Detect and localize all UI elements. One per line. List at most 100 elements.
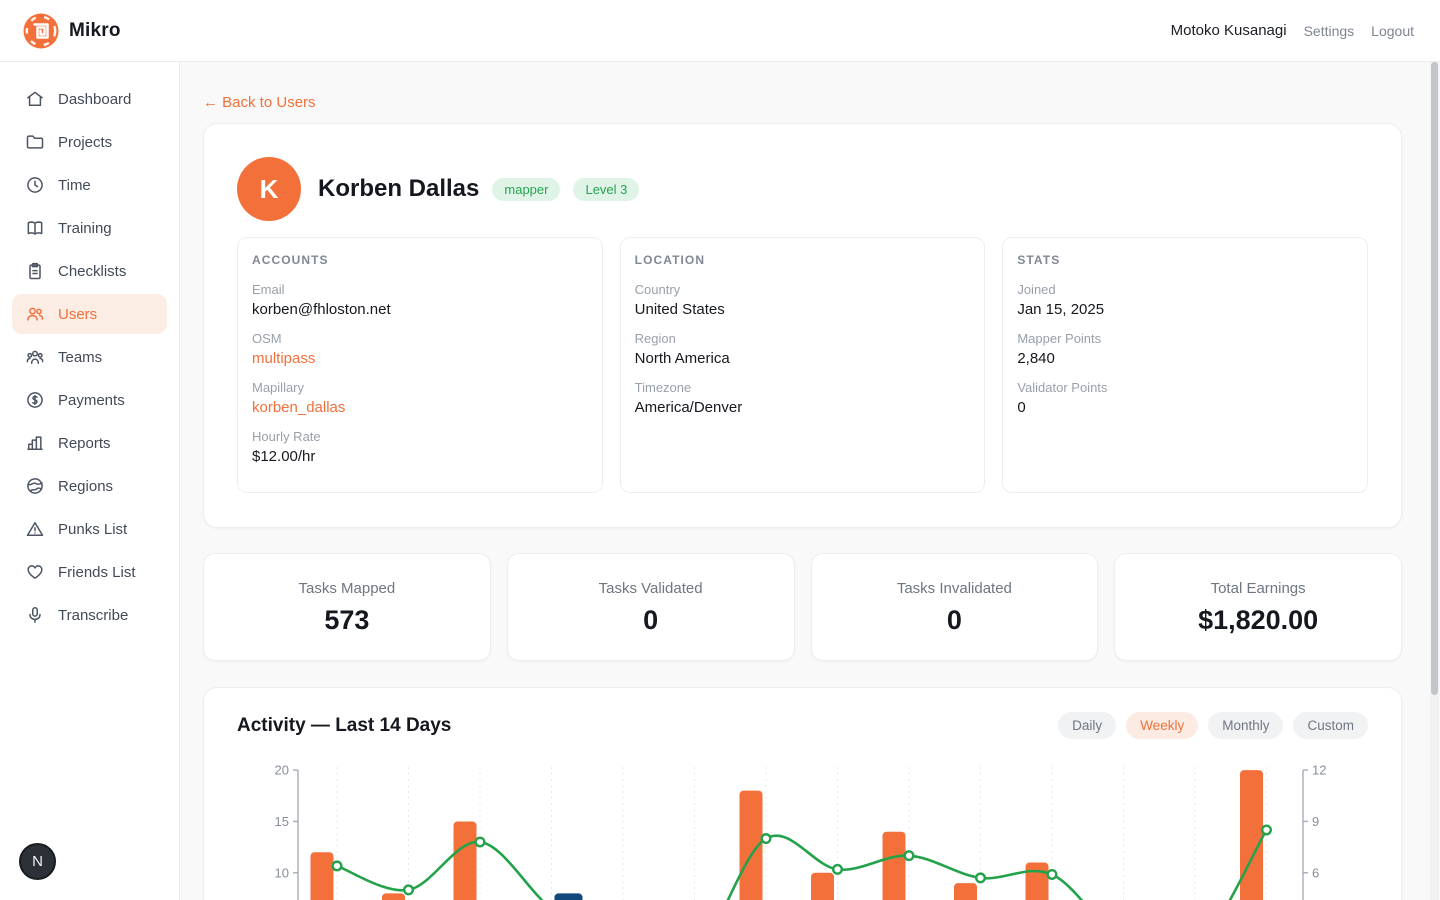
user-profile-card: K Korben Dallas mapper Level 3 ACCOUNTS … xyxy=(203,123,1402,528)
field-label: Mapillary xyxy=(252,380,305,395)
joined-value: Jan 15, 2025 xyxy=(1017,301,1105,318)
page-title: Korben Dallas xyxy=(318,175,480,202)
field-label: Mapper Points xyxy=(1017,331,1102,346)
hourly-rate-value: $12.00/hr xyxy=(252,448,316,465)
field-label: Hourly Rate xyxy=(252,429,321,444)
tab-custom[interactable]: Custom xyxy=(1293,712,1368,739)
svg-text:20: 20 xyxy=(275,763,289,778)
floating-n-button[interactable]: N xyxy=(19,843,56,880)
sidebar-item-payments[interactable]: Payments xyxy=(12,380,167,420)
logout-link[interactable]: Logout xyxy=(1371,22,1414,39)
users-icon xyxy=(25,304,45,324)
email-value: korben@fhloston.net xyxy=(252,301,391,318)
timezone-value: America/Denver xyxy=(634,399,743,416)
section-title: ACCOUNTS xyxy=(252,253,329,267)
sidebar-item-label: Regions xyxy=(58,477,114,495)
tasks-invalidated-card: Tasks Invalidated 0 xyxy=(810,553,1099,661)
sidebar-item-label: Dashboard xyxy=(58,90,132,108)
sidebar-item-label: Time xyxy=(58,176,91,194)
sidebar-item-label: Checklists xyxy=(58,262,127,280)
sidebar-item-projects[interactable]: Projects xyxy=(12,122,167,162)
stat-label: Total Earnings xyxy=(1210,580,1306,597)
field-label: Region xyxy=(634,331,676,346)
field-label: Joined xyxy=(1017,282,1056,297)
stats-card: STATS Joined Jan 15, 2025 Mapper Points 2,… xyxy=(1002,237,1368,493)
mikro-logo-icon xyxy=(22,12,60,50)
svg-text:15: 15 xyxy=(275,814,289,829)
stat-label: Tasks Mapped xyxy=(298,580,396,597)
stat-value: 573 xyxy=(324,605,370,635)
main-content: ← Back to Users K Korben Dallas mapper L… xyxy=(180,62,1440,900)
tab-monthly[interactable]: Monthly xyxy=(1208,712,1284,739)
chart-canvas: 510152036912 xyxy=(275,763,1326,900)
field-label: Email xyxy=(252,282,285,297)
scrollbar-track[interactable] xyxy=(1430,62,1439,900)
mapillary-link[interactable]: korben_dallas xyxy=(252,399,346,416)
globe-icon xyxy=(25,476,45,496)
sidebar-item-checklists[interactable]: Checklists xyxy=(12,251,167,291)
sidebar-item-label: Training xyxy=(58,219,112,237)
field-label: Timezone xyxy=(634,380,692,395)
scrollbar-thumb[interactable] xyxy=(1431,62,1438,695)
bar-chart-icon xyxy=(25,433,45,453)
sidebar-item-friends-list[interactable]: Friends List xyxy=(12,552,167,592)
sidebar-item-transcribe[interactable]: Transcribe xyxy=(12,595,167,635)
tasks-validated-card: Tasks Validated 0 xyxy=(506,553,795,661)
osm-link[interactable]: multipass xyxy=(252,350,316,367)
clipboard-icon xyxy=(25,261,45,281)
svg-text:12: 12 xyxy=(1312,763,1326,778)
settings-link[interactable]: Settings xyxy=(1303,22,1355,39)
role-badge: mapper xyxy=(492,177,561,201)
chart-title: Activity — Last 14 Days xyxy=(237,714,452,736)
team-icon xyxy=(25,347,45,367)
stat-label: Tasks Validated xyxy=(598,580,703,597)
tab-daily[interactable]: Daily xyxy=(1058,712,1117,739)
sidebar-item-users[interactable]: Users xyxy=(12,294,167,334)
sidebar-item-teams[interactable]: Teams xyxy=(12,337,167,377)
svg-text:6: 6 xyxy=(1312,865,1319,880)
sidebar-item-label: Payments xyxy=(58,391,125,409)
svg-text:10: 10 xyxy=(275,865,289,880)
field-label: OSM xyxy=(252,331,282,346)
section-title: LOCATION xyxy=(634,253,706,267)
current-user-name: Motoko Kusanagi xyxy=(1170,22,1287,39)
avatar: K xyxy=(237,157,301,221)
book-icon xyxy=(25,218,45,238)
alert-triangle-icon xyxy=(25,519,45,539)
activity-chart: 510152036912 xyxy=(237,759,1368,900)
sidebar-item-punks-list[interactable]: Punks List xyxy=(12,509,167,549)
region-value: North America xyxy=(634,350,730,367)
range-tabs: Daily Weekly Monthly Custom xyxy=(1058,712,1368,739)
stat-value: $1,820.00 xyxy=(1198,605,1319,635)
sidebar-item-regions[interactable]: Regions xyxy=(12,466,167,506)
top-bar: Mikro Motoko Kusanagi Settings Logout xyxy=(0,0,1440,62)
sidebar-item-dashboard[interactable]: Dashboard xyxy=(12,79,167,119)
location-card: LOCATION Country United States Region Nort… xyxy=(619,237,986,493)
level-badge: Level 3 xyxy=(573,177,640,201)
sidebar-item-reports[interactable]: Reports xyxy=(12,423,167,463)
tab-weekly[interactable]: Weekly xyxy=(1126,712,1199,739)
microphone-icon xyxy=(25,605,45,625)
svg-text:9: 9 xyxy=(1312,814,1319,829)
validator-points-value: 0 xyxy=(1017,399,1026,416)
sidebar-item-label: Users xyxy=(58,305,98,323)
brand-name: Mikro xyxy=(69,19,121,41)
heart-icon xyxy=(25,562,45,582)
sidebar-item-label: Transcribe xyxy=(58,606,129,624)
stat-value: 0 xyxy=(946,605,962,635)
stat-label: Tasks Invalidated xyxy=(896,580,1012,597)
country-value: United States xyxy=(634,301,725,318)
brand[interactable]: Mikro xyxy=(22,12,121,50)
activity-chart-card: Activity — Last 14 Days Daily Weekly Mon… xyxy=(203,687,1402,900)
field-label: Country xyxy=(634,282,681,297)
field-label: Validator Points xyxy=(1017,380,1108,395)
sidebar-item-time[interactable]: Time xyxy=(12,165,167,205)
clock-icon xyxy=(25,175,45,195)
mapper-points-value: 2,840 xyxy=(1017,350,1055,367)
sidebar-item-label: Projects xyxy=(58,133,113,151)
sidebar-item-training[interactable]: Training xyxy=(12,208,167,248)
home-icon xyxy=(25,89,45,109)
sidebar: Dashboard Projects Time Training Checkli… xyxy=(0,62,180,900)
sidebar-item-label: Teams xyxy=(58,348,103,366)
back-to-users-link[interactable]: ← Back to Users xyxy=(203,94,316,111)
